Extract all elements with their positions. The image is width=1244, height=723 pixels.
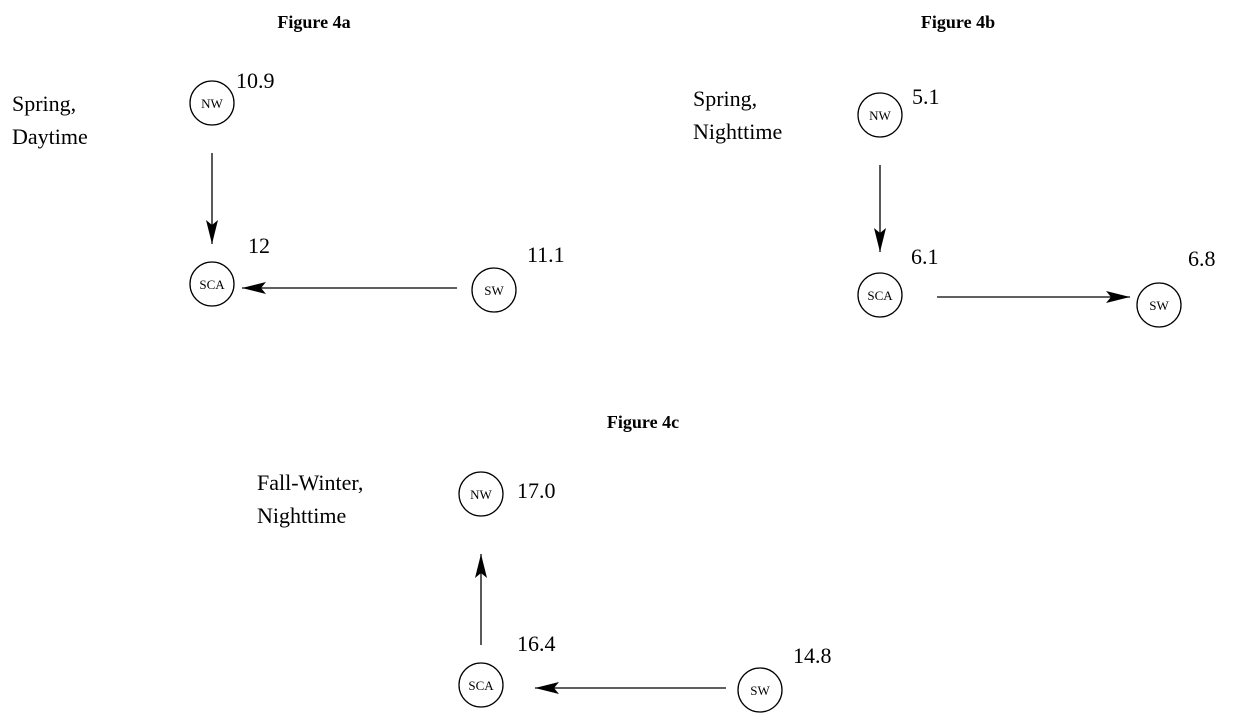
figure-label: Nighttime: [693, 119, 782, 144]
node-value: 10.9: [236, 68, 275, 93]
node: [458, 471, 504, 517]
figures: Figure 4a Spring, Daytime NW 10.9 SCA 12 SW 11.1…: [12, 12, 1216, 713]
node-label: SW: [484, 283, 504, 298]
node-value: 14.8: [793, 643, 832, 668]
node: [857, 92, 903, 138]
node-label: SW: [750, 683, 770, 698]
node: [189, 80, 235, 126]
node-value: 11.1: [527, 242, 565, 267]
figure-label: Nighttime: [257, 503, 346, 528]
node-label: SCA: [199, 277, 225, 292]
node: [458, 662, 504, 708]
node-label: NW: [201, 96, 223, 111]
figure-label: Daytime: [12, 124, 88, 149]
figure-label: Fall-Winter,: [257, 470, 363, 495]
node-value: 17.0: [517, 478, 556, 503]
figure-title: Figure 4a: [277, 12, 350, 32]
node: [471, 267, 517, 313]
node-value: 16.4: [517, 631, 556, 656]
node-label: SCA: [468, 678, 494, 693]
node: [737, 667, 783, 713]
figure-label: Spring,: [12, 91, 76, 116]
node-label: NW: [470, 487, 492, 502]
node: [857, 272, 903, 318]
figure-label: Spring,: [693, 86, 757, 111]
node: [189, 261, 235, 307]
node: [1136, 282, 1182, 328]
node-value: 6.1: [911, 244, 939, 269]
node-value: 6.8: [1188, 246, 1216, 271]
node-label: NW: [869, 108, 891, 123]
figure-title: Figure 4b: [921, 12, 995, 32]
figure-title: Figure 4c: [607, 412, 679, 432]
node-label: SCA: [867, 288, 893, 303]
node-value: 5.1: [912, 84, 940, 109]
node-label: SW: [1149, 298, 1169, 313]
node-value: 12: [248, 233, 270, 258]
